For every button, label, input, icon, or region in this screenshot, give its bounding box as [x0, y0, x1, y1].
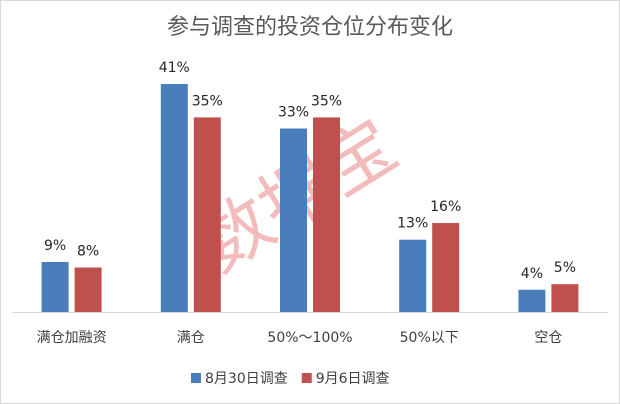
x-tick-label: 50%～100% — [267, 330, 352, 346]
x-tick-label: 50%以下 — [400, 330, 459, 346]
data-label: 16% — [430, 199, 461, 215]
bar — [551, 284, 579, 312]
x-tick-label: 空仓 — [534, 330, 562, 346]
bar — [518, 289, 546, 312]
bar — [313, 117, 340, 313]
data-label: 4% — [521, 266, 543, 282]
data-label: 41% — [159, 60, 190, 76]
bar — [399, 239, 427, 312]
bar — [280, 128, 307, 312]
bar — [432, 223, 460, 312]
bar — [193, 117, 221, 313]
data-label: 33% — [278, 105, 309, 121]
bar — [41, 261, 69, 312]
data-label: 9% — [44, 238, 66, 254]
x-tick-label: 满仓加融资 — [37, 330, 107, 346]
bar — [74, 267, 102, 312]
chart-title: 参与调查的投资仓位分布变化 — [167, 15, 453, 40]
data-label: 8% — [77, 244, 99, 260]
data-label: 35% — [192, 93, 223, 109]
x-tick-label: 满仓 — [177, 330, 205, 346]
legend-label: 8月30日调查 — [205, 371, 288, 387]
data-label: 13% — [397, 216, 428, 232]
data-label: 5% — [554, 260, 576, 276]
legend-label: 9月6日调查 — [316, 371, 390, 387]
legend-swatch — [191, 373, 201, 383]
data-label: 35% — [311, 93, 342, 109]
legend-swatch — [301, 373, 312, 383]
bar — [160, 84, 188, 312]
